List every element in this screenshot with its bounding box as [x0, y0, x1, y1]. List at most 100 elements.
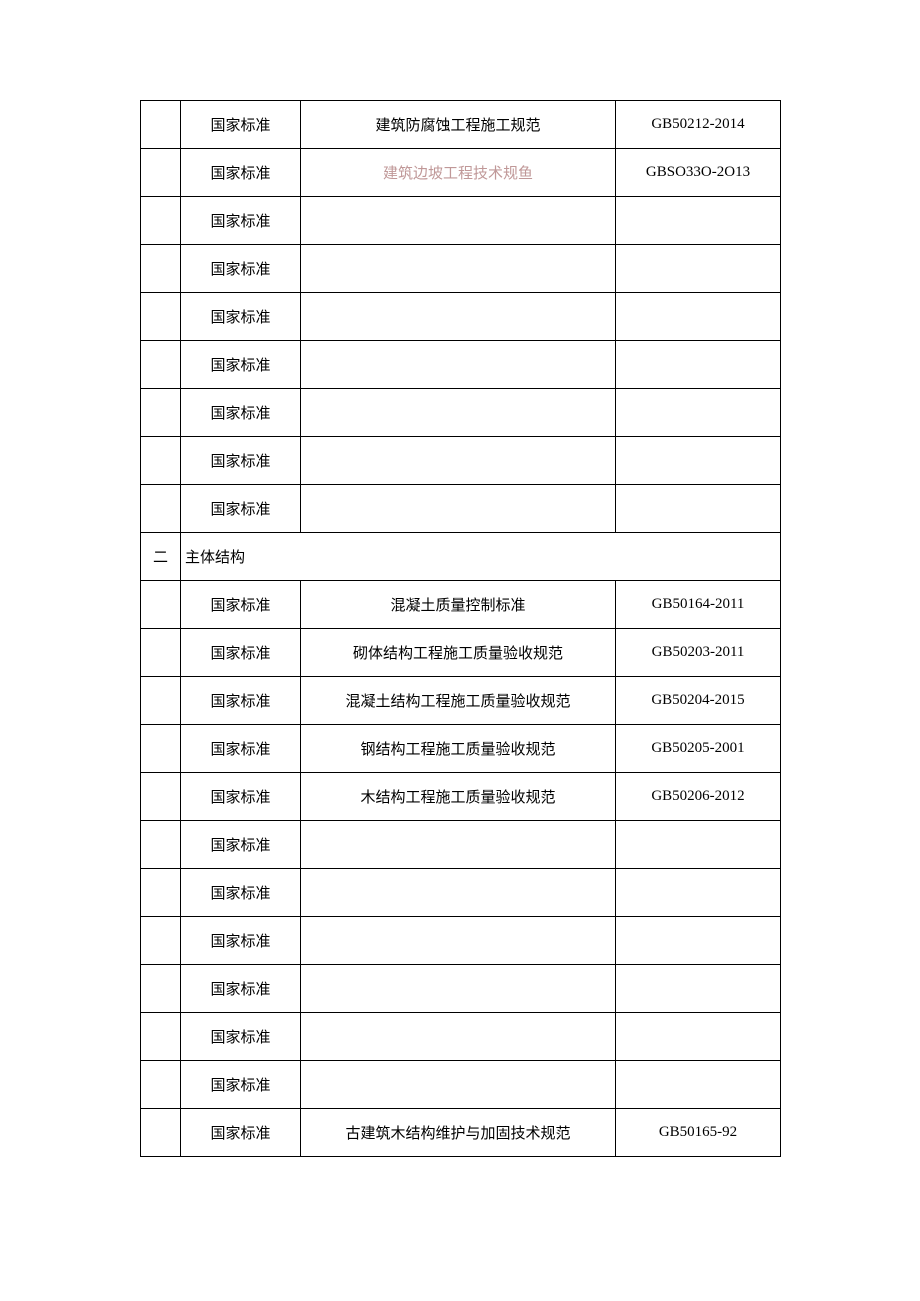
code-cell	[616, 485, 781, 533]
table-row: 国家标准木结构工程施工质量验收规范GB50206-2012	[141, 773, 781, 821]
table-row: 国家标准	[141, 245, 781, 293]
number-cell	[141, 341, 181, 389]
table-row: 国家标准砌体结构工程施工质量验收规范GB50203-2011	[141, 629, 781, 677]
table-row: 国家标准古建筑木结构维护与加固技术规范GB50165-92	[141, 1109, 781, 1157]
code-cell	[616, 437, 781, 485]
title-cell: 混凝土结构工程施工质量验收规范	[301, 677, 616, 725]
type-cell: 国家标准	[181, 437, 301, 485]
title-cell	[301, 341, 616, 389]
code-cell: GB50203-2011	[616, 629, 781, 677]
number-cell	[141, 869, 181, 917]
title-cell	[301, 821, 616, 869]
table-row: 国家标准钢结构工程施工质量验收规范GB50205-2001	[141, 725, 781, 773]
type-cell: 国家标准	[181, 965, 301, 1013]
code-cell	[616, 197, 781, 245]
number-cell	[141, 245, 181, 293]
type-cell: 国家标准	[181, 485, 301, 533]
title-cell	[301, 1013, 616, 1061]
type-cell: 国家标准	[181, 1061, 301, 1109]
code-cell: GB50206-2012	[616, 773, 781, 821]
table-row: 国家标准	[141, 965, 781, 1013]
table-row: 国家标准	[141, 389, 781, 437]
number-cell	[141, 581, 181, 629]
table-row: 国家标准	[141, 869, 781, 917]
number-cell	[141, 485, 181, 533]
title-cell	[301, 197, 616, 245]
title-cell: 混凝土质量控制标准	[301, 581, 616, 629]
code-cell: GBSO33O-2O13	[616, 149, 781, 197]
section-title-cell: 主体结构	[181, 533, 781, 581]
number-cell	[141, 1061, 181, 1109]
title-cell: 钢结构工程施工质量验收规范	[301, 725, 616, 773]
standards-table: 国家标准建筑防腐蚀工程施工规范GB50212-2014国家标准建筑边坡工程技术规…	[140, 100, 781, 1157]
table-row: 国家标准	[141, 485, 781, 533]
type-cell: 国家标准	[181, 725, 301, 773]
table-row: 国家标准	[141, 1013, 781, 1061]
title-cell: 建筑防腐蚀工程施工规范	[301, 101, 616, 149]
table-row: 国家标准建筑防腐蚀工程施工规范GB50212-2014	[141, 101, 781, 149]
type-cell: 国家标准	[181, 917, 301, 965]
type-cell: 国家标准	[181, 341, 301, 389]
code-cell	[616, 293, 781, 341]
type-cell: 国家标准	[181, 869, 301, 917]
table-row: 国家标准混凝土结构工程施工质量验收规范GB50204-2015	[141, 677, 781, 725]
table-row: 国家标准	[141, 197, 781, 245]
type-cell: 国家标准	[181, 629, 301, 677]
type-cell: 国家标准	[181, 1013, 301, 1061]
code-cell: GB50204-2015	[616, 677, 781, 725]
title-cell	[301, 485, 616, 533]
type-cell: 国家标准	[181, 821, 301, 869]
table-body: 国家标准建筑防腐蚀工程施工规范GB50212-2014国家标准建筑边坡工程技术规…	[141, 101, 781, 1157]
code-cell	[616, 389, 781, 437]
title-cell: 古建筑木结构维护与加固技术规范	[301, 1109, 616, 1157]
table-row: 二主体结构	[141, 533, 781, 581]
type-cell: 国家标准	[181, 1109, 301, 1157]
number-cell	[141, 197, 181, 245]
code-cell	[616, 245, 781, 293]
number-cell	[141, 437, 181, 485]
type-cell: 国家标准	[181, 293, 301, 341]
number-cell	[141, 773, 181, 821]
number-cell	[141, 677, 181, 725]
type-cell: 国家标准	[181, 101, 301, 149]
number-cell	[141, 725, 181, 773]
type-cell: 国家标准	[181, 245, 301, 293]
title-cell: 建筑边坡工程技术规鱼	[301, 149, 616, 197]
type-cell: 国家标准	[181, 197, 301, 245]
code-cell: GB50205-2001	[616, 725, 781, 773]
table-row: 国家标准	[141, 917, 781, 965]
code-cell	[616, 869, 781, 917]
number-cell	[141, 1109, 181, 1157]
code-cell	[616, 821, 781, 869]
code-cell: GB50164-2011	[616, 581, 781, 629]
title-cell	[301, 293, 616, 341]
code-cell	[616, 1061, 781, 1109]
title-cell	[301, 437, 616, 485]
number-cell	[141, 389, 181, 437]
type-cell: 国家标准	[181, 581, 301, 629]
number-cell	[141, 821, 181, 869]
table-row: 国家标准	[141, 1061, 781, 1109]
type-cell: 国家标准	[181, 773, 301, 821]
table-row: 国家标准	[141, 341, 781, 389]
number-cell	[141, 629, 181, 677]
title-cell	[301, 389, 616, 437]
code-cell: GB50212-2014	[616, 101, 781, 149]
code-cell	[616, 917, 781, 965]
number-cell	[141, 917, 181, 965]
title-cell: 砌体结构工程施工质量验收规范	[301, 629, 616, 677]
code-cell	[616, 1013, 781, 1061]
type-cell: 国家标准	[181, 677, 301, 725]
title-cell	[301, 245, 616, 293]
table-row: 国家标准	[141, 437, 781, 485]
title-cell	[301, 1061, 616, 1109]
table-row: 国家标准	[141, 821, 781, 869]
title-cell	[301, 965, 616, 1013]
code-cell	[616, 965, 781, 1013]
table-row: 国家标准建筑边坡工程技术规鱼GBSO33O-2O13	[141, 149, 781, 197]
number-cell	[141, 293, 181, 341]
type-cell: 国家标准	[181, 389, 301, 437]
number-cell	[141, 101, 181, 149]
number-cell	[141, 1013, 181, 1061]
title-cell: 木结构工程施工质量验收规范	[301, 773, 616, 821]
